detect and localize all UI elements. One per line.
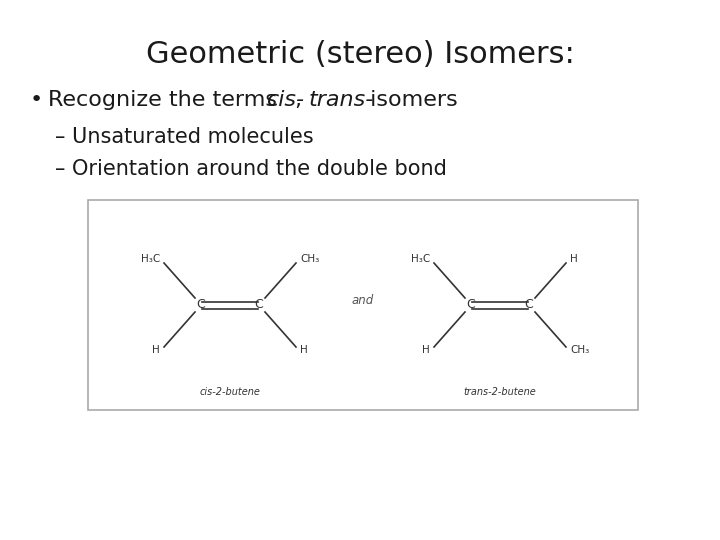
- Text: C: C: [197, 299, 205, 312]
- Text: C: C: [467, 299, 475, 312]
- Text: CH₃: CH₃: [570, 345, 589, 355]
- Text: H: H: [422, 345, 430, 355]
- Text: trans-: trans-: [309, 90, 374, 110]
- Text: cis-2-butene: cis-2-butene: [199, 387, 261, 397]
- Text: Geometric (stereo) Isomers:: Geometric (stereo) Isomers:: [145, 40, 575, 69]
- Text: •: •: [30, 90, 43, 110]
- Text: trans-2-butene: trans-2-butene: [464, 387, 536, 397]
- Text: ,: ,: [295, 90, 309, 110]
- Text: H: H: [570, 254, 577, 264]
- Text: and: and: [352, 294, 374, 307]
- Text: H: H: [300, 345, 307, 355]
- Text: CH₃: CH₃: [300, 254, 319, 264]
- Text: – Unsaturated molecules: – Unsaturated molecules: [55, 127, 314, 147]
- Text: C: C: [255, 299, 264, 312]
- Text: isomers: isomers: [363, 90, 458, 110]
- Text: cis-: cis-: [267, 90, 305, 110]
- Bar: [88, 200, 638, 410]
- Text: C: C: [525, 299, 534, 312]
- Text: H₃C: H₃C: [140, 254, 160, 264]
- Text: – Orientation around the double bond: – Orientation around the double bond: [55, 159, 447, 179]
- Text: H: H: [152, 345, 160, 355]
- Text: Recognize the terms: Recognize the terms: [48, 90, 284, 110]
- Text: H₃C: H₃C: [410, 254, 430, 264]
